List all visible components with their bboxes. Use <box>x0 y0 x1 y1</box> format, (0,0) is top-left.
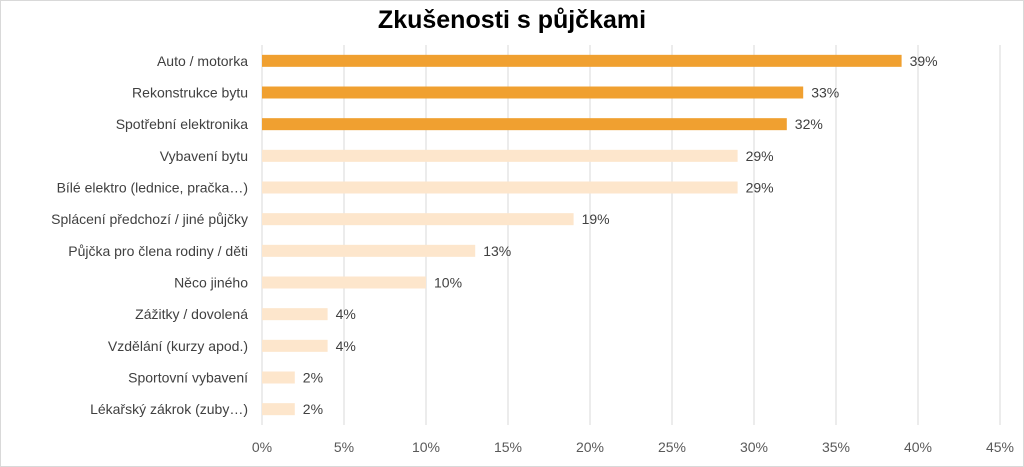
gridlines <box>261 45 1001 425</box>
category-label: Vybavení bytu <box>160 148 248 164</box>
bar <box>262 118 787 131</box>
bar <box>262 213 574 226</box>
data-label: 32% <box>795 116 823 132</box>
data-label: 29% <box>746 180 774 196</box>
bar <box>262 403 295 416</box>
x-tick-label: 0% <box>252 439 272 455</box>
category-label: Něco jiného <box>174 275 248 291</box>
bar <box>262 308 328 321</box>
bar <box>262 371 295 384</box>
bar <box>262 54 902 67</box>
x-tick-label: 30% <box>740 439 768 455</box>
labels: 0% 5% 10% 15% 20% 25% 30% 35% 40% 45% Auto / motor… <box>51 53 1014 455</box>
bar <box>262 86 804 99</box>
category-label: Půjčka pro člena rodiny / děti <box>68 243 248 259</box>
x-tick-label: 40% <box>904 439 932 455</box>
data-label: 29% <box>746 148 774 164</box>
category-label: Spotřební elektronika <box>116 116 249 132</box>
category-label: Auto / motorka <box>157 53 248 69</box>
bar <box>262 276 426 289</box>
data-label: 33% <box>811 85 839 101</box>
data-label: 4% <box>336 338 356 354</box>
data-label: 39% <box>910 53 938 69</box>
category-label: Vzdělání (kurzy apod.) <box>108 338 248 354</box>
category-label: Splácení předchozí / jiné půjčky <box>51 211 248 227</box>
data-label: 2% <box>303 370 323 386</box>
x-tick-label: 5% <box>334 439 354 455</box>
category-label: Lékařský zákrok (zuby…) <box>90 401 248 417</box>
bar <box>262 339 328 352</box>
bars <box>262 54 902 416</box>
x-tick-label: 35% <box>822 439 850 455</box>
x-tick-label: 25% <box>658 439 686 455</box>
category-label: Zážitky / dovolená <box>135 306 248 322</box>
data-label: 10% <box>434 275 462 291</box>
x-tick-label: 10% <box>412 439 440 455</box>
category-label: Rekonstrukce bytu <box>132 85 248 101</box>
data-label: 4% <box>336 306 356 322</box>
bar <box>262 149 738 162</box>
chart-title: Zkušenosti s půjčkami <box>377 6 647 34</box>
x-tick-label: 20% <box>576 439 604 455</box>
category-label: Bílé elektro (lednice, pračka…) <box>57 180 248 196</box>
bar <box>262 181 738 194</box>
category-label: Sportovní vybavení <box>128 370 248 386</box>
data-label: 2% <box>303 401 323 417</box>
bar <box>262 244 476 257</box>
data-label: 13% <box>483 243 511 259</box>
x-tick-label: 15% <box>494 439 522 455</box>
data-label: 19% <box>582 211 610 227</box>
x-tick-label: 45% <box>986 439 1014 455</box>
